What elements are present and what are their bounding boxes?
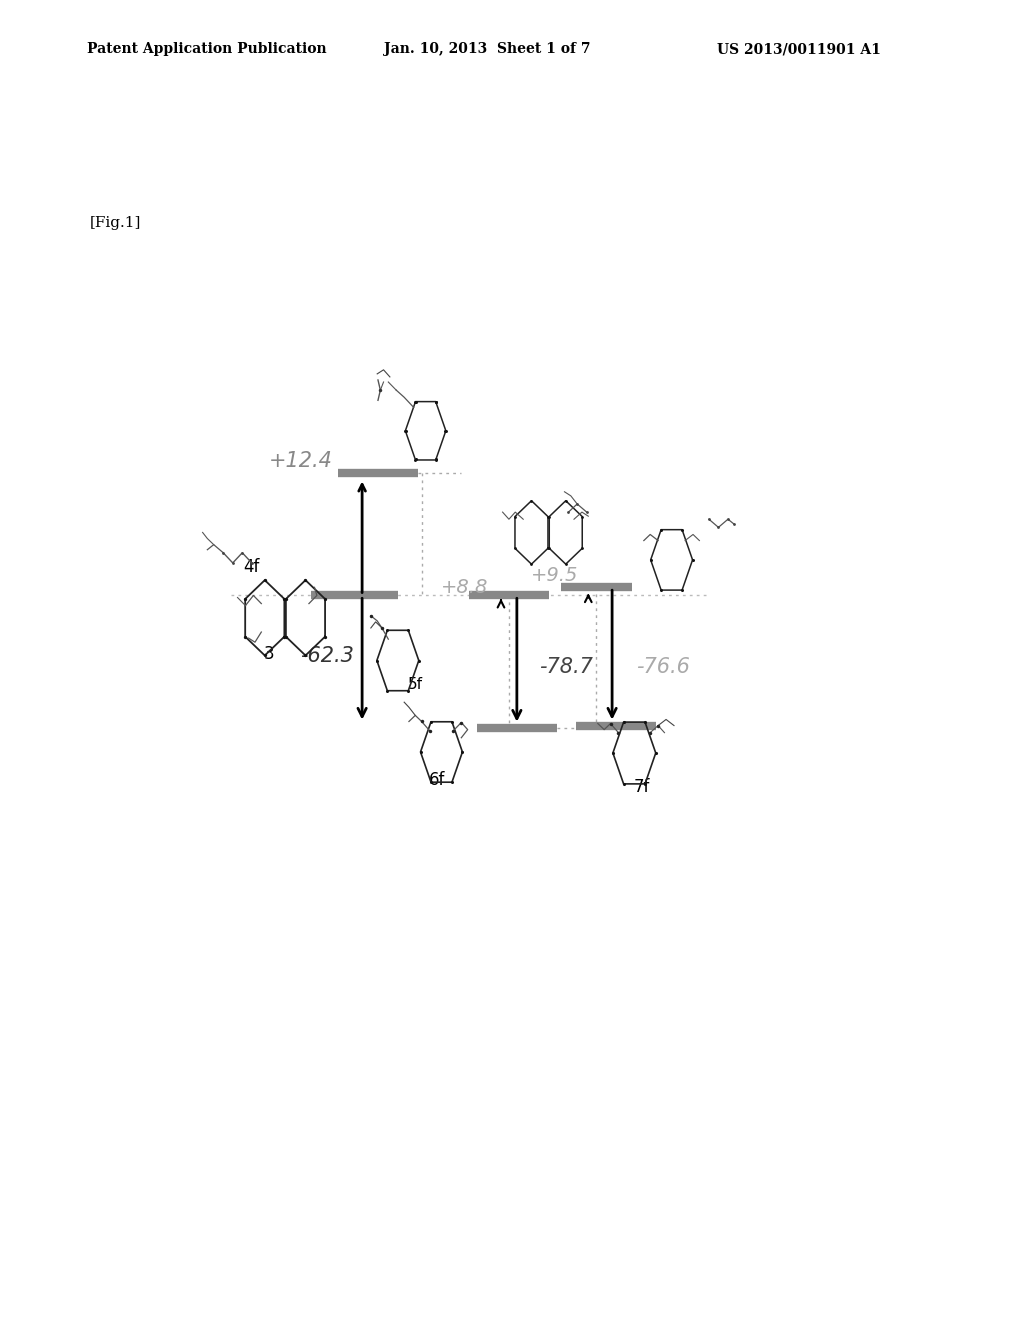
Text: 6f: 6f [429,771,445,789]
Text: -78.7: -78.7 [539,656,593,677]
Text: 3: 3 [264,645,274,664]
Text: Patent Application Publication: Patent Application Publication [87,42,327,57]
Text: -76.6: -76.6 [636,656,690,677]
Text: 4f: 4f [243,558,259,576]
Text: Jan. 10, 2013  Sheet 1 of 7: Jan. 10, 2013 Sheet 1 of 7 [384,42,591,57]
Text: +8.8: +8.8 [441,578,488,597]
Text: [Fig.1]: [Fig.1] [90,216,141,231]
Text: US 2013/0011901 A1: US 2013/0011901 A1 [717,42,881,57]
Text: +12.4: +12.4 [269,451,333,471]
Text: 7f: 7f [634,777,650,796]
Text: +9.5: +9.5 [531,566,579,585]
Text: 5f: 5f [408,677,423,693]
Text: -62.3: -62.3 [300,647,354,667]
